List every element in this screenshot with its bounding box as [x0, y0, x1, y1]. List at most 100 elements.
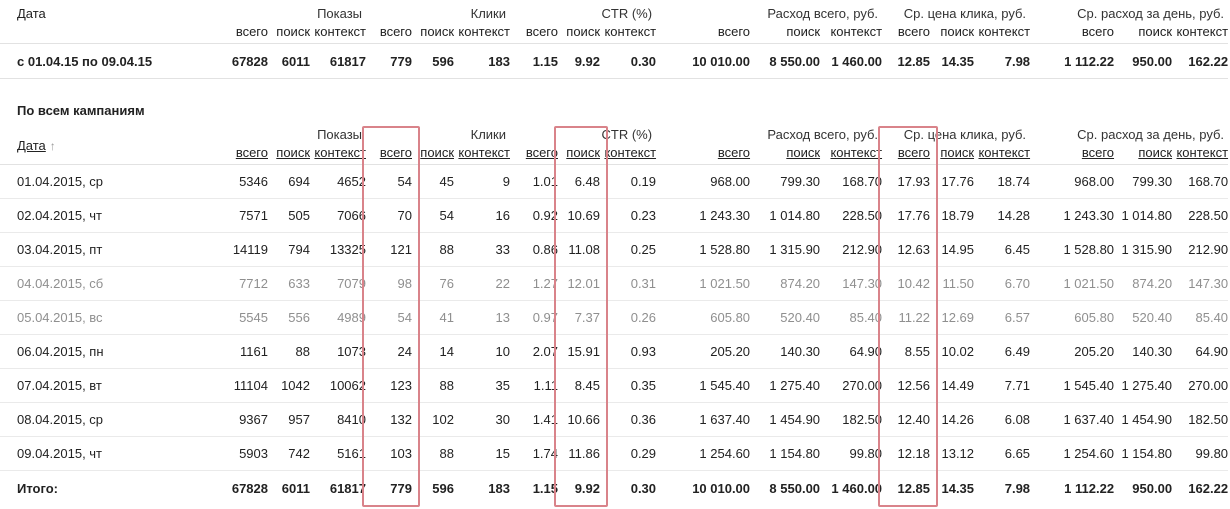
summary-subheader-label: всего — [525, 24, 558, 39]
sort-ctr-context[interactable]: контекст — [604, 145, 657, 160]
value-cell: 162.22 — [1188, 481, 1229, 496]
value-cell: 162.22 — [1172, 43, 1229, 79]
value-cell: 132 — [366, 402, 412, 437]
value-cell: 61817 — [329, 481, 366, 496]
sort-clicks-total[interactable]: всего — [379, 145, 412, 160]
value-cell: 182.50 — [1172, 402, 1229, 437]
value-cell: 1 637.40 — [1030, 402, 1115, 437]
sort-avg_cpc-search[interactable]: поиск — [940, 145, 975, 160]
summary-subheader-label: поиск — [420, 24, 454, 39]
campaigns-date-header[interactable]: Дата ↑ — [0, 126, 185, 165]
value-cell: 10 — [454, 334, 510, 369]
value-cell: 13.12 — [930, 436, 975, 471]
summary-date-header-label: Дата — [17, 6, 46, 21]
value-cell: 103 — [366, 436, 412, 471]
value-cell: 0.36 — [600, 402, 657, 437]
campaigns-header-avg_daily_spend-total: всего — [1030, 142, 1115, 165]
value-cell: 6.65 — [974, 436, 1031, 471]
table-row: 01.04.2015, ср 5346 694 4652 54 45 9 1.01 6.48 0.… — [0, 164, 1229, 199]
value-cell: 54 — [366, 164, 412, 199]
value-cell: 11.22 — [882, 300, 931, 335]
table-row: 06.04.2015, пн 1161 88 1073 24 14 10 2.07 15.91 0… — [0, 334, 1229, 369]
sort-clicks-context[interactable]: контекст — [458, 145, 510, 160]
sort-impressions-search[interactable]: поиск — [276, 145, 310, 160]
campaigns-header-avg_cpc-context: контекст — [974, 142, 1031, 165]
summary-col-group-spend_total: Расход всего, руб. — [767, 6, 879, 21]
value-cell: 228.50 — [1172, 198, 1229, 233]
value-cell: 1 243.30 — [1030, 198, 1115, 233]
value-cell: 8410 — [310, 402, 366, 437]
campaigns-table-header: Дата ↑ Показы Клики CTR (%) Расход всего, руб… — [0, 126, 1229, 165]
value-cell: 54 — [366, 300, 412, 335]
total-row: Итого: 67828 6011 61817 779 596 183 1.15 9.92 0.3… — [0, 471, 1228, 507]
value-cell: 0.86 — [510, 232, 558, 267]
value-cell: 7.98 — [974, 43, 1031, 79]
value-cell: 520.40 — [750, 300, 821, 335]
value-cell: 10.42 — [882, 266, 931, 301]
value-cell: 1 275.40 — [750, 368, 821, 403]
value-cell: 17.76 — [930, 164, 975, 199]
value-cell: 957 — [268, 402, 310, 437]
value-cell: 2.07 — [510, 334, 558, 369]
value-cell: 7.71 — [974, 368, 1031, 403]
sort-avg_cpc-total[interactable]: всего — [897, 145, 931, 160]
value-cell: 270.00 — [1172, 368, 1229, 403]
value-cell: 794 — [268, 232, 310, 267]
value-cell: 10 010.00 — [656, 43, 751, 79]
value-cell: 8 550.00 — [769, 481, 821, 496]
value-cell: 17.76 — [882, 198, 931, 233]
sort-avg_daily_spend-search[interactable]: поиск — [1138, 145, 1173, 160]
summary-period-row: с 01.04.15 по 09.04.15 67828 6011 61817 779 5… — [0, 43, 1229, 79]
value-cell: 17.93 — [882, 164, 931, 199]
value-cell: 8 550.00 — [750, 43, 821, 79]
sort-ctr-total[interactable]: всего — [525, 145, 558, 160]
value-cell: 12.18 — [882, 436, 931, 471]
sort-spend_total-total[interactable]: всего — [717, 145, 751, 160]
value-cell: 8.45 — [558, 368, 600, 403]
value-cell: 14.49 — [930, 368, 975, 403]
summary-header-avg_cpc-search: поиск — [930, 21, 975, 44]
value-cell: 147.30 — [820, 266, 883, 301]
sort-clicks-search[interactable]: поиск — [420, 145, 454, 160]
value-cell: 596 — [432, 481, 454, 496]
campaigns-header-avg_daily_spend-context: контекст — [1172, 142, 1229, 165]
summary-header-avg_cpc-total: всего — [882, 21, 931, 44]
value-cell: 633 — [268, 266, 310, 301]
sort-avg_daily_spend-context[interactable]: контекст — [1176, 145, 1229, 160]
value-cell: 1042 — [268, 368, 310, 403]
summary-header-ctr-context: контекст — [600, 21, 657, 44]
sort-avg_cpc-context[interactable]: контекст — [978, 145, 1031, 160]
sort-date-link[interactable]: Дата — [17, 137, 46, 153]
campaigns-header-avg_cpc-total: всего — [882, 142, 931, 165]
value-cell: 1 254.60 — [656, 436, 751, 471]
value-cell: 6.08 — [974, 402, 1031, 437]
summary-header-clicks-search: поиск — [412, 21, 454, 44]
value-cell: 123 — [366, 368, 412, 403]
value-cell: 1 637.40 — [656, 402, 751, 437]
value-cell: 596 — [412, 43, 454, 79]
sort-spend_total-search[interactable]: поиск — [786, 145, 821, 160]
sort-impressions-total[interactable]: всего — [235, 145, 268, 160]
value-cell: 520.40 — [1114, 300, 1173, 335]
campaigns-header-impressions-total: всего — [185, 142, 268, 165]
value-cell: 6.57 — [974, 300, 1031, 335]
sort-avg_daily_spend-total[interactable]: всего — [1081, 145, 1115, 160]
summary-col-group-impressions: Показы — [317, 6, 362, 21]
sort-ctr-search[interactable]: поиск — [566, 145, 600, 160]
value-cell: 64.90 — [1172, 334, 1229, 369]
value-cell: 14119 — [185, 232, 268, 267]
value-cell: 270.00 — [820, 368, 883, 403]
value-cell: 6.45 — [974, 232, 1031, 267]
value-cell: 5545 — [185, 300, 268, 335]
value-cell: 6011 — [268, 43, 310, 79]
value-cell: 85.40 — [820, 300, 883, 335]
summary-subheader-label: всего — [717, 24, 751, 39]
value-cell: 9.92 — [558, 43, 600, 79]
campaigns-header-spend_total-context: контекст — [820, 142, 883, 165]
summary-subheader-label: контекст — [978, 24, 1031, 39]
sort-impressions-context[interactable]: контекст — [314, 145, 366, 160]
value-cell: 605.80 — [1030, 300, 1115, 335]
value-cell: 0.31 — [600, 266, 657, 301]
value-cell: 799.30 — [1114, 164, 1173, 199]
sort-spend_total-context[interactable]: контекст — [830, 145, 883, 160]
